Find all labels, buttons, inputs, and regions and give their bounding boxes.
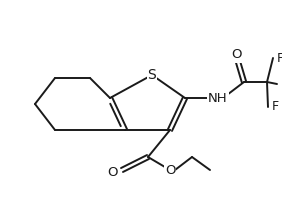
Text: O: O [231,48,241,62]
Text: S: S [147,68,157,82]
Text: O: O [107,166,118,178]
Text: NH: NH [208,92,228,104]
Text: F: F [277,52,282,64]
Text: O: O [165,163,175,177]
Text: F: F [272,100,279,114]
